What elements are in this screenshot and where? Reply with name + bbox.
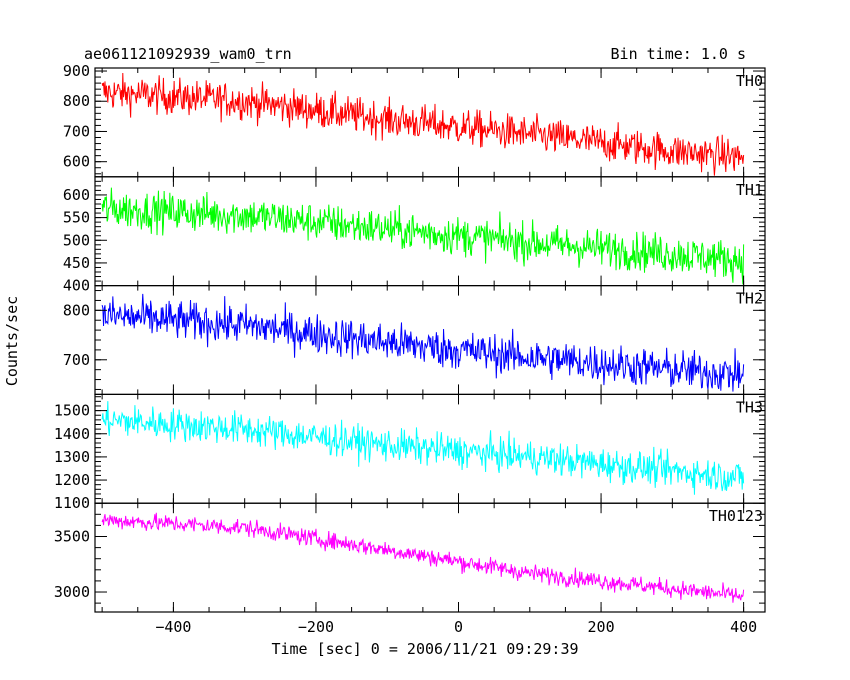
y-tick-label: 600 [63,153,90,171]
y-axis-label: Counts/sec [3,296,21,386]
series-label-th0123: TH0123 [709,507,763,525]
panel-frame [94,176,766,287]
y-tick-label: 1300 [54,448,90,466]
y-tick-label: 700 [63,122,90,140]
y-tick-label: 1100 [54,494,90,512]
y-tick-label: 400 [63,277,90,295]
x-tick-label: 200 [588,618,615,636]
y-tick-label: 3000 [54,583,90,601]
series-line-th0123 [101,512,745,603]
chart-title: ae061121092939_wam0_trn [84,45,292,63]
series-label-th1: TH1 [736,181,763,199]
panel-th3: 1100 1200 1300 1400 1500 TH3 [54,393,766,512]
panel-frame [94,502,766,613]
x-tick-label: 0 [454,618,463,636]
series-label-th3: TH3 [736,398,763,416]
y-tick-label: 450 [63,254,90,272]
series-line-th1 [101,187,745,285]
panel-th0123: 3000 3500 TH0123 [54,502,766,613]
chart-subtitle: Bin time: 1.0 s [611,45,746,63]
x-tick-label: −200 [298,618,334,636]
y-tick-label: 600 [63,186,90,204]
y-tick-label: 900 [63,62,90,80]
x-axis-label: Time [sec] 0 = 2006/11/21 09:29:39 [271,640,578,658]
series-line-th2 [101,293,745,392]
panel-th1: 400 450 500 550 600 TH1 [63,176,766,295]
x-tick-label: −400 [155,618,191,636]
y-tick-label: 1500 [54,402,90,420]
series-line-th3 [101,401,745,495]
panel-th2: 700 800 TH2 [63,285,766,396]
y-tick-label: 800 [63,92,90,110]
y-tick-label: 800 [63,301,90,319]
panel-th0: 600 700 800 900 TH0 [63,62,766,178]
series-label-th0: TH0 [736,72,763,90]
panels-group: 600 700 800 900 TH0 400 450 500 550 600 TH1 700 800 T… [54,62,766,613]
y-tick-label: 1200 [54,471,90,489]
series-label-th2: TH2 [736,290,763,308]
y-tick-label: 550 [63,209,90,227]
panel-frame [94,285,766,396]
y-tick-label: 700 [63,351,90,369]
x-tick-label: 400 [730,618,757,636]
y-tick-label: 500 [63,231,90,249]
y-tick-label: 3500 [54,528,90,546]
series-line-th0 [101,72,745,176]
x-axis: −400 −200 0 200 400 [155,618,757,636]
y-tick-label: 1400 [54,425,90,443]
